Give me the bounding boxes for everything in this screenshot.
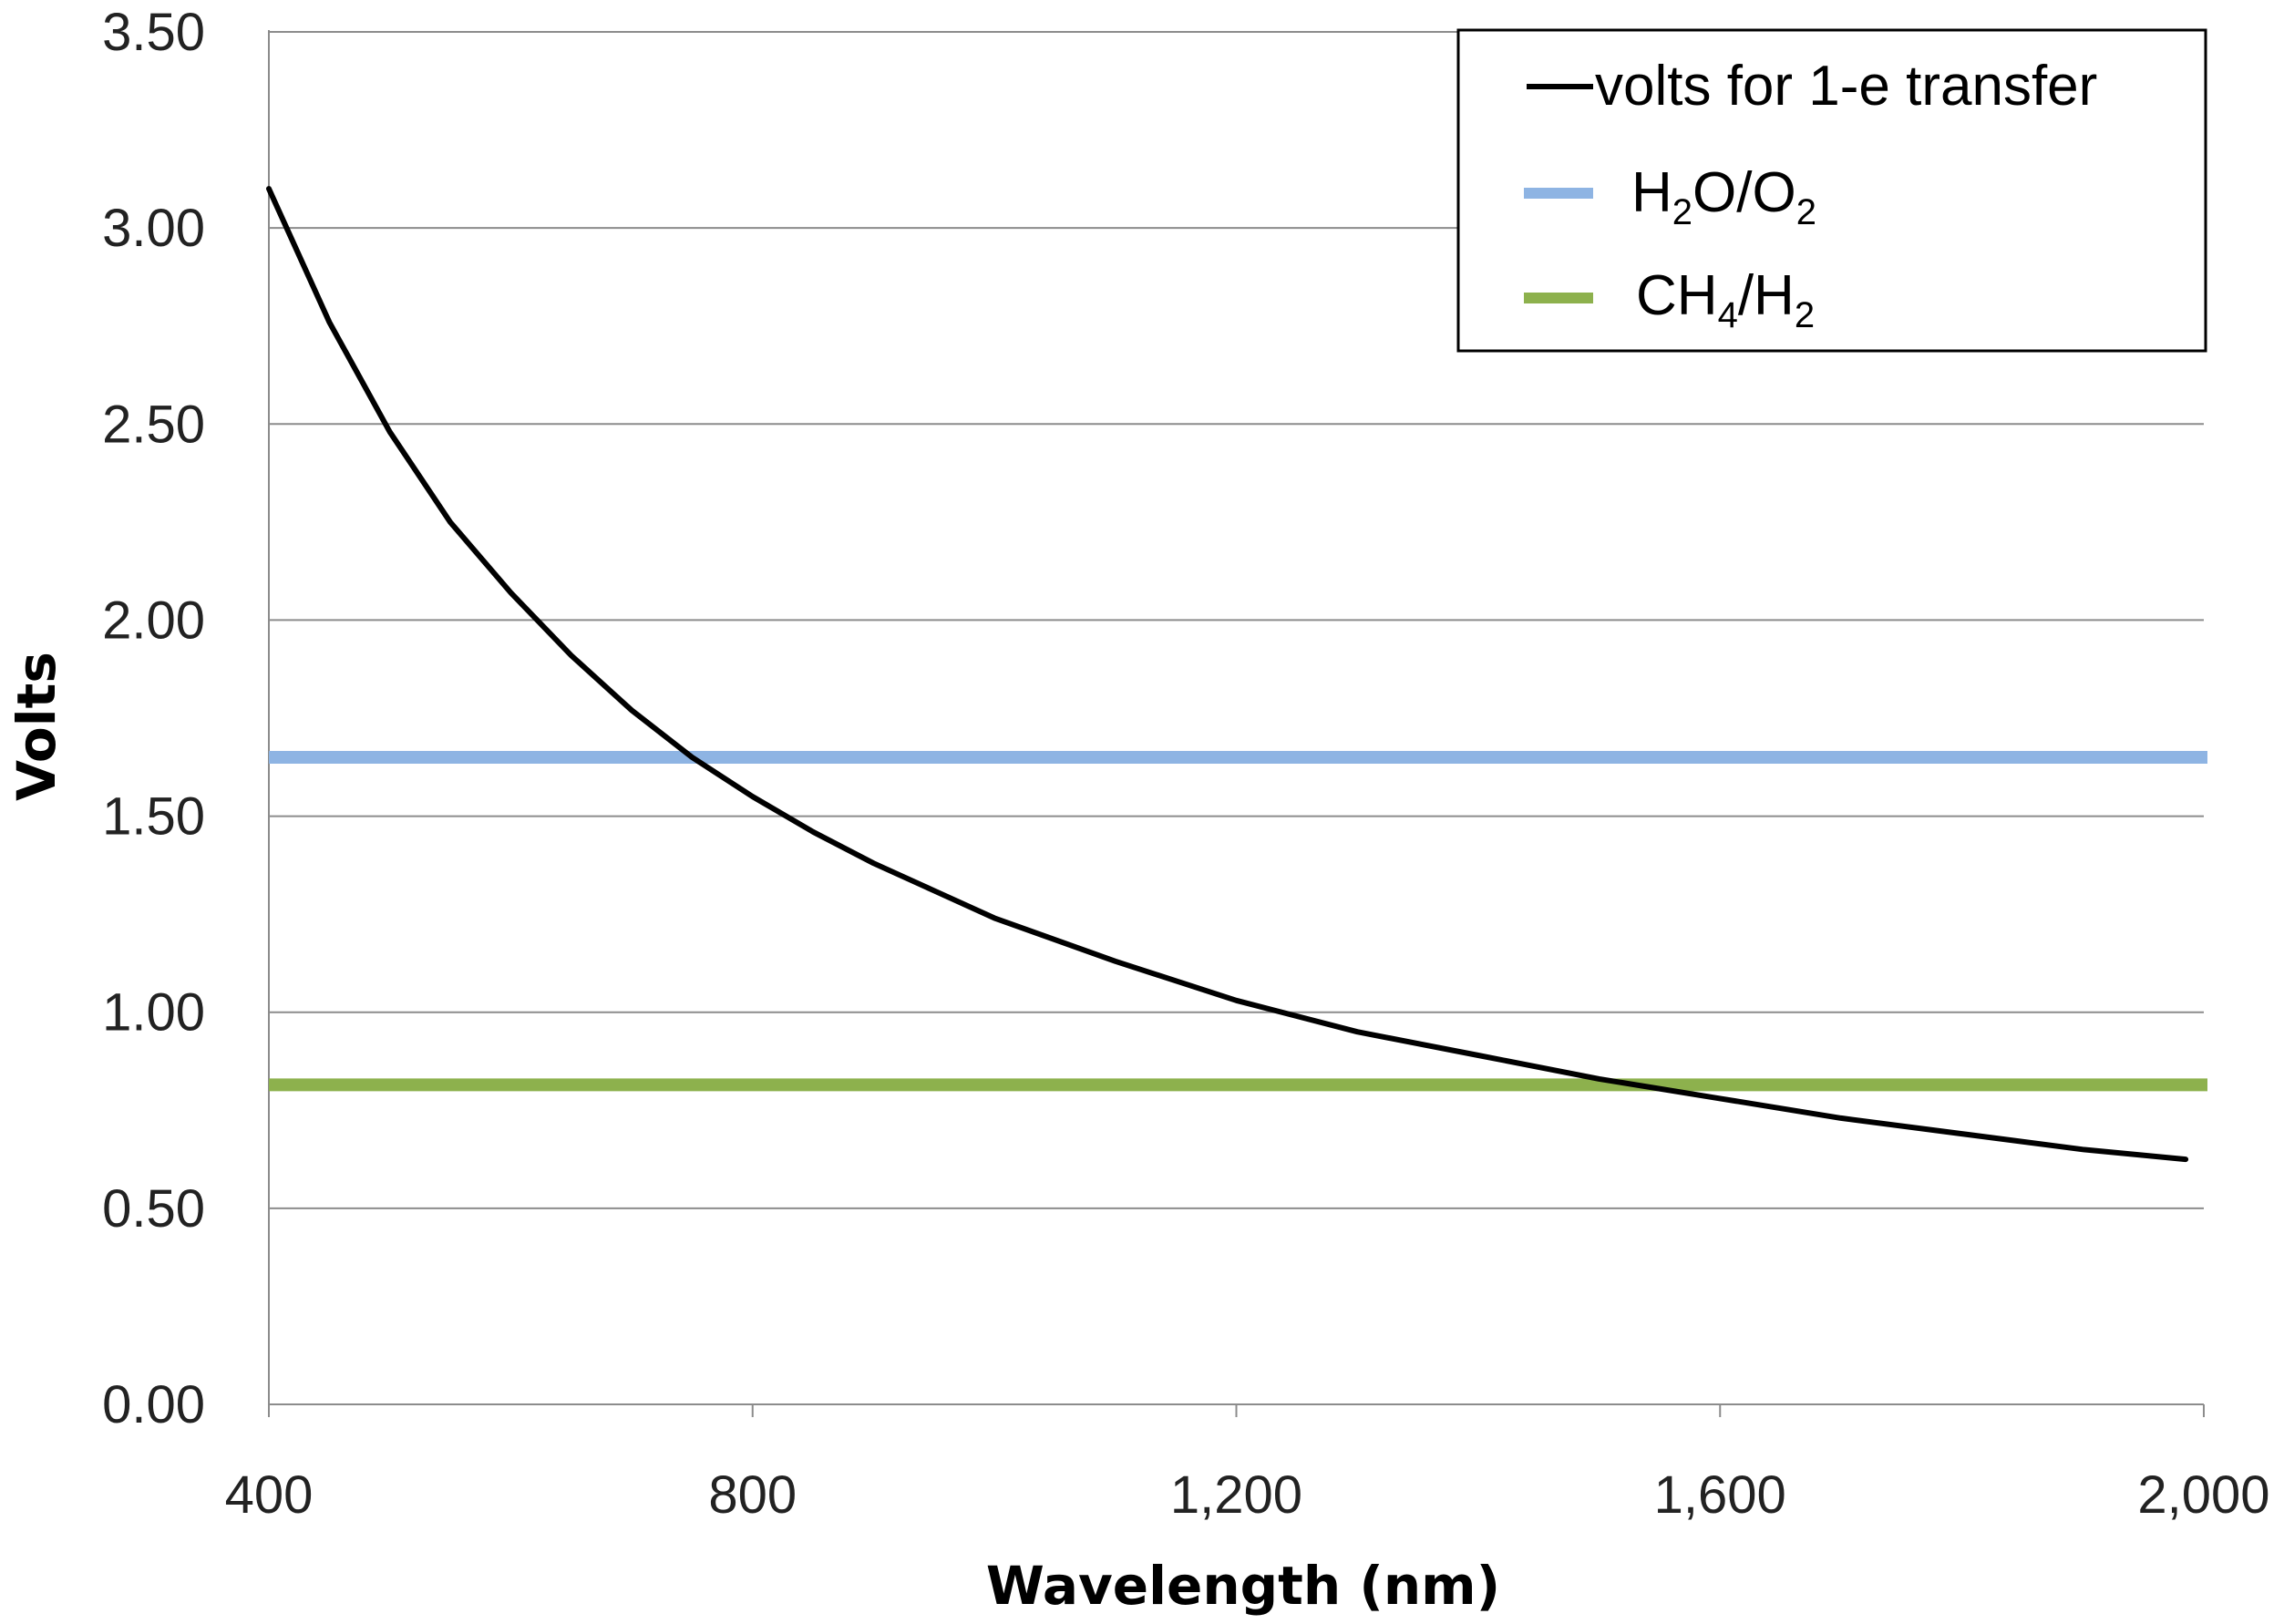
gridlines	[269, 31, 2204, 1209]
series-line-volts-1e-transfer	[266, 186, 2189, 1163]
y-tick-label: 1.00	[102, 983, 205, 1043]
y-tick-label: 3.00	[102, 199, 205, 258]
legend-label-ch4-h2: CH4/H2	[1636, 264, 1815, 335]
y-tick-label: 1.50	[102, 787, 205, 847]
tick-labels: 0.00 0.50 1.00 1.50 2.00 2.50 3.00 3.50 400 800 1,…	[102, 3, 2269, 1525]
y-axis-title: Volts	[5, 652, 67, 801]
x-tick-label: 400	[225, 1465, 314, 1525]
y-tick-label: 2.00	[102, 591, 205, 650]
axes	[268, 30, 2205, 1417]
x-tick-label: 800	[708, 1465, 797, 1525]
legend-label-volts: volts for 1-e transfer	[1595, 55, 2097, 118]
x-tick-label: 2,000	[2137, 1465, 2269, 1525]
series-group	[266, 186, 2207, 1163]
x-axis-title: Wavelength (nm)	[986, 1555, 1500, 1617]
x-tick-label: 1,600	[1654, 1465, 1786, 1525]
y-tick-label: 2.50	[102, 395, 205, 454]
y-tick-label: 0.00	[102, 1375, 205, 1434]
x-tick-label: 1,200	[1170, 1465, 1302, 1525]
legend-label-h2o-o2: H2O/O2	[1631, 161, 1816, 232]
legend: volts for 1-e transfer H2O/O2 CH4/H2	[1456, 28, 2207, 353]
y-tick-label: 3.50	[102, 3, 205, 62]
y-tick-label: 0.50	[102, 1179, 205, 1239]
